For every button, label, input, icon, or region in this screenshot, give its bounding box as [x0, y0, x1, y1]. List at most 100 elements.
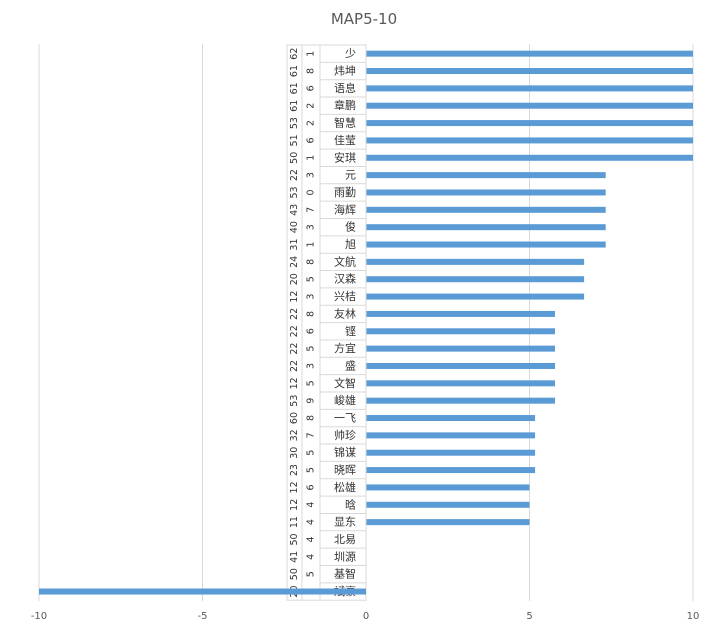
category-name: 锦谋	[334, 445, 356, 459]
bar	[366, 449, 536, 456]
category-code-a: 61	[289, 100, 300, 112]
x-tick-label: -5	[198, 611, 208, 622]
category-code-b: 1	[306, 51, 317, 57]
bar	[366, 241, 606, 248]
bar	[366, 102, 693, 109]
category-code-b: 3	[306, 294, 317, 300]
category-code-a: 53	[289, 395, 300, 407]
category-code-a: 22	[289, 325, 300, 337]
category-name: 汉森	[334, 272, 356, 286]
category-name: 语息	[334, 81, 356, 95]
x-tick-label: -10	[31, 611, 47, 622]
category-code-b: 7	[306, 432, 317, 438]
category-name: 一飞	[334, 412, 356, 425]
bar	[366, 501, 530, 508]
category-name: 圳源	[334, 549, 356, 563]
bar	[366, 85, 693, 92]
category-code-b: 6	[306, 484, 317, 490]
category-code-a: 23	[289, 464, 300, 476]
category-name: 雨勤	[334, 186, 356, 199]
category-code-b: 5	[306, 571, 317, 577]
category-code-b: 8	[306, 311, 317, 317]
category-code-a: 24	[289, 256, 300, 268]
bar	[366, 206, 606, 213]
category-code-a: 50	[289, 568, 300, 580]
category-code-a: 20	[289, 273, 300, 285]
category-name: 安琪	[334, 150, 356, 164]
bar	[366, 50, 693, 57]
category-code-a: 30	[289, 447, 300, 459]
category-name: 佳莹	[334, 133, 356, 147]
bar	[366, 467, 536, 474]
category-name: 少	[345, 47, 356, 60]
category-name: 友林	[334, 306, 356, 320]
category-code-a: 53	[289, 186, 300, 198]
category-code-b: 5	[306, 346, 317, 352]
category-name: 北易	[334, 533, 356, 546]
category-code-b: 0	[306, 189, 317, 195]
category-code-b: 8	[306, 415, 317, 421]
category-code-a: 31	[289, 238, 300, 250]
category-name: 盛	[345, 358, 356, 372]
bar	[366, 362, 556, 369]
bar	[366, 293, 585, 300]
category-code-a: 51	[289, 134, 300, 146]
category-code-b: 7	[306, 207, 317, 213]
category-code-a: 12	[289, 481, 300, 493]
category-code-b: 3	[306, 172, 317, 178]
category-code-a: 22	[289, 308, 300, 320]
category-name: 方宜	[334, 341, 356, 355]
category-name: 文智	[334, 376, 356, 390]
category-code-a: 22	[289, 343, 300, 355]
bars	[39, 50, 693, 595]
category-code-a: 40	[289, 221, 300, 233]
category-code-b: 4	[306, 502, 317, 508]
category-code-a: 12	[289, 499, 300, 511]
bar	[366, 172, 606, 179]
category-code-a: 12	[289, 377, 300, 389]
x-tick-label: 5	[526, 611, 532, 622]
bar	[366, 328, 556, 335]
bar	[366, 380, 556, 387]
category-code-b: 2	[306, 120, 317, 126]
bar	[39, 588, 366, 595]
category-code-a: 61	[289, 65, 300, 77]
category-code-a: 22	[289, 360, 300, 372]
bar	[366, 120, 693, 127]
category-code-a: 32	[289, 429, 300, 441]
category-code-b: 5	[306, 276, 317, 282]
category-code-b: 8	[306, 259, 317, 265]
category-code-b: 4	[306, 554, 317, 560]
category-name: 海辉	[334, 202, 356, 216]
category-code-b: 6	[306, 328, 317, 334]
category-code-a: 43	[289, 204, 300, 216]
x-tick-label: 10	[687, 611, 700, 622]
category-name: 俊	[345, 220, 356, 234]
bar	[366, 345, 556, 352]
category-name: 基智	[334, 567, 356, 581]
category-code-b: 2	[306, 103, 317, 109]
category-code-b: 8	[306, 68, 317, 74]
bar	[366, 276, 585, 283]
category-name: 炜坤	[334, 64, 356, 78]
category-name: 峻雄	[334, 393, 356, 407]
x-tick-label: 0	[363, 611, 369, 622]
bar	[366, 310, 556, 317]
category-code-b: 9	[306, 398, 317, 404]
chart-title: MAP5-10	[331, 10, 397, 28]
category-code-b: 3	[306, 363, 317, 369]
category-code-b: 6	[306, 85, 317, 91]
category-code-a: 60	[289, 412, 300, 424]
category-code-b: 3	[306, 224, 317, 230]
category-code-b: 5	[306, 380, 317, 386]
bar	[366, 432, 536, 439]
category-code-a: 53	[289, 117, 300, 129]
bar	[366, 258, 585, 265]
category-code-b: 5	[306, 467, 317, 473]
category-code-a: 41	[289, 551, 300, 563]
category-name: 铿	[345, 324, 356, 338]
category-code-a: 11	[289, 516, 300, 528]
category-name: 智慧	[334, 116, 356, 130]
